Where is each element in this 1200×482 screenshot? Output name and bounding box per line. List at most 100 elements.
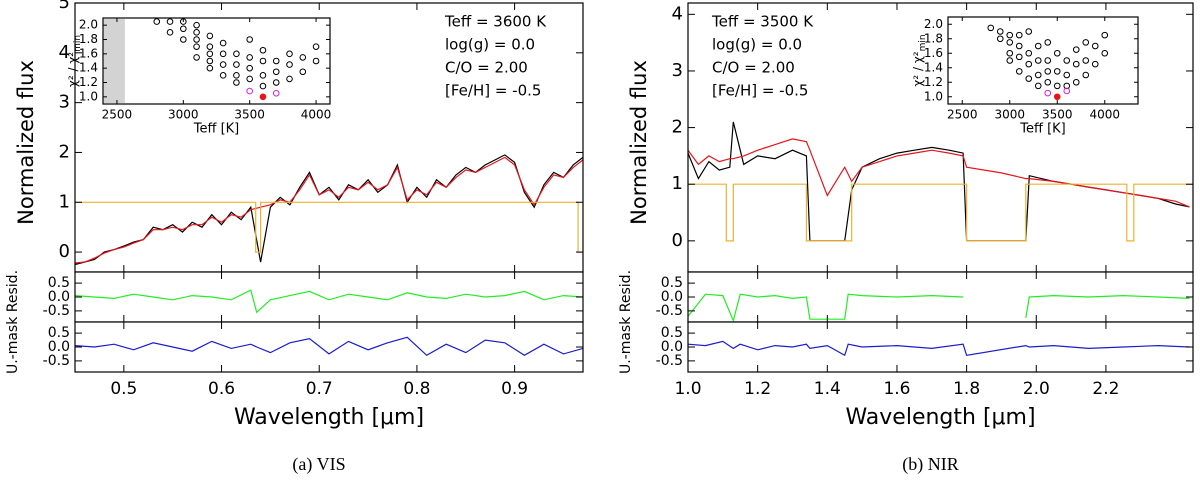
chi2-point: [286, 50, 293, 58]
chi2-point: [259, 93, 267, 101]
chi2-point: [219, 39, 227, 47]
y-axis-label-main: χ² / χ²: [66, 52, 80, 87]
chi2-point: [1082, 57, 1090, 64]
chi2-point: [1044, 89, 1052, 97]
chi2-point: [1025, 60, 1033, 68]
chi2-point: [312, 57, 320, 65]
chi2-point: [1044, 68, 1052, 75]
y-axis-label-sub: min: [73, 35, 83, 52]
y-tick-label: 3: [672, 60, 683, 81]
chi2-point: [233, 50, 240, 58]
x-tick-label: 3000: [168, 108, 199, 122]
y-tick-label: 2.0: [79, 18, 98, 32]
y-tick-label: 1.8: [924, 31, 943, 45]
chi2-point: [1101, 31, 1109, 39]
chi2-point: [180, 25, 187, 33]
y-tick-label: 0.0: [661, 289, 683, 305]
fit-parameter: log(g) = 0.0: [712, 36, 802, 54]
chi2-point: [1063, 87, 1071, 95]
chi2-point: [1044, 57, 1052, 64]
y-axis-label: χ² / χ²min: [911, 34, 928, 86]
chi2-point: [166, 29, 174, 36]
y-tick-label: 1.0: [924, 89, 943, 103]
chi2-point: [259, 57, 267, 65]
x-tick-label: 0.6: [208, 379, 235, 399]
chi2-point: [233, 61, 240, 68]
chi2-point: [1015, 42, 1023, 50]
chi2-point: [1006, 57, 1014, 64]
chi2-point: [1006, 39, 1014, 46]
chi2-point: [1006, 49, 1014, 57]
y-tick-label: 1.2: [79, 75, 98, 89]
chi2-point: [259, 82, 267, 90]
y-tick-label: 2: [59, 141, 70, 162]
x-axis-label: Wavelength [μm]: [234, 405, 424, 430]
y-tick-label: 2.0: [924, 17, 943, 31]
chi2-point: [1034, 82, 1042, 90]
spectrum-line: [75, 201, 583, 253]
chi2-point: [259, 72, 267, 79]
y-axis-label: Normalized flux: [627, 60, 651, 225]
chi2-point: [246, 87, 253, 95]
chi2-point: [1034, 71, 1042, 79]
y-tick-label: 0.0: [48, 339, 70, 355]
y-tick-label: 3: [59, 92, 70, 113]
panel-caption: (a) VIS: [292, 454, 345, 475]
chi2-point: [206, 50, 214, 58]
x-tick-label: 1.4: [814, 379, 841, 399]
chi2-point: [246, 75, 253, 83]
chi2-point: [1034, 42, 1042, 50]
y-tick-label: -0.5: [43, 353, 70, 369]
chi2-point: [1025, 28, 1033, 35]
spectrum-line: [688, 183, 1193, 242]
chi2-point: [1006, 31, 1014, 39]
spectrum-line: [688, 138, 1190, 208]
chi2-point: [233, 79, 240, 86]
spectrum-line: [688, 293, 1190, 322]
x-tick-label: 3000: [994, 108, 1025, 122]
chi2-point: [246, 54, 253, 61]
x-tick-label: 2.0: [1023, 379, 1050, 399]
y-axis-label: χ² / χ²min: [66, 35, 83, 87]
chi2-point: [233, 72, 240, 79]
plot-background: [75, 322, 583, 372]
chi2-point: [1044, 78, 1052, 86]
chi2-point: [1082, 39, 1090, 46]
x-axis-label: Teff [K]: [1019, 122, 1066, 137]
chi2-point: [272, 68, 280, 76]
y-axis-label-sub: min: [918, 34, 928, 51]
chi2-point: [996, 28, 1004, 35]
x-tick-label: 1.6: [883, 379, 910, 399]
chi2-point: [1053, 68, 1061, 75]
chi2-point: [1025, 75, 1033, 82]
y-tick-label: 1.6: [79, 46, 98, 60]
chi2-point: [193, 54, 200, 61]
x-tick-label: 2500: [102, 108, 133, 122]
x-axis-label: Wavelength [μm]: [845, 405, 1035, 430]
x-tick-label: 0.7: [306, 379, 333, 399]
inset-background: [103, 18, 330, 104]
chi2-point: [219, 50, 227, 58]
y-tick-label: 1: [59, 191, 70, 212]
x-axis-label: Teff [K]: [193, 122, 240, 137]
chi2-point: [272, 89, 280, 97]
plot-background: [75, 272, 583, 322]
y-tick-label: -0.5: [656, 303, 683, 319]
y-tick-label: 2: [672, 117, 683, 138]
chi2-point: [1101, 49, 1109, 57]
chi2-point: [246, 64, 253, 72]
shaded-region: [103, 19, 125, 103]
chi2-point: [1053, 49, 1061, 57]
y-tick-label: 1.2: [924, 75, 943, 89]
spectrum-line: [688, 340, 1190, 357]
chi2-point: [286, 61, 293, 68]
chi2-point: [987, 24, 995, 32]
x-tick-label: 4000: [301, 108, 332, 122]
chi2-point: [1025, 49, 1033, 57]
chi2-point: [1015, 53, 1023, 61]
chi2-point: [193, 43, 200, 50]
y-axis-label: Normalized flux: [14, 60, 38, 225]
y-tick-label: 1.4: [79, 61, 98, 75]
chi2-point: [206, 64, 214, 72]
